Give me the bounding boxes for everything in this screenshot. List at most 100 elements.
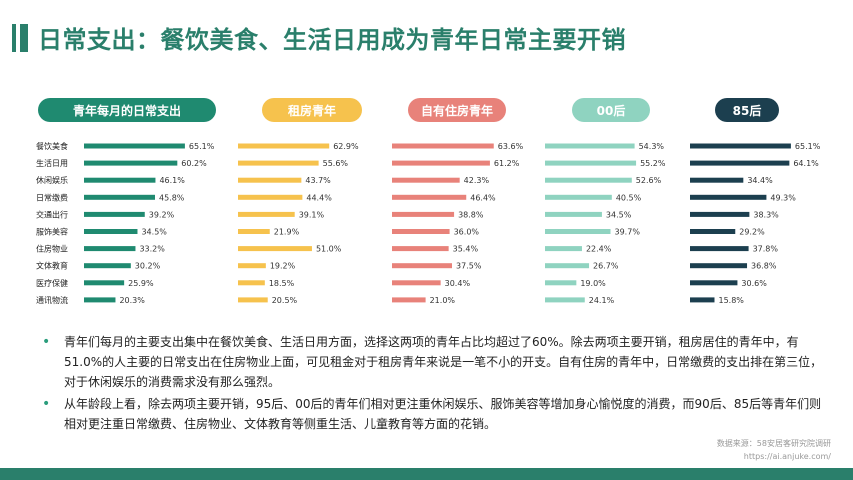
source-line: 数据来源：58安居客研究院调研 bbox=[716, 439, 831, 448]
category-label: 生活日用 bbox=[36, 158, 68, 168]
category-label: 医疗保健 bbox=[36, 278, 68, 288]
bar-value-label: 46.4% bbox=[470, 193, 496, 202]
page-title-bar: 日常支出：餐饮美食、生活日用成为青年日常主要开销 bbox=[12, 20, 626, 55]
category-label: 休闲娱乐 bbox=[36, 175, 68, 185]
bar-value-label: 40.5% bbox=[616, 193, 642, 202]
bar-value-label: 36.8% bbox=[751, 262, 777, 271]
bar bbox=[545, 246, 582, 252]
bar bbox=[392, 177, 460, 183]
bar-value-label: 60.2% bbox=[181, 159, 207, 168]
bar-value-label: 52.6% bbox=[636, 176, 662, 185]
bar-value-label: 65.1% bbox=[189, 142, 215, 151]
bar bbox=[238, 194, 303, 200]
bar-value-label: 51.0% bbox=[316, 245, 342, 254]
note-item: • 从年龄段上看，除去两项主要开销，95后、00后的青年们相对更注重休闲娱乐、服… bbox=[42, 394, 832, 434]
bar bbox=[690, 229, 736, 234]
bar-value-label: 37.5% bbox=[456, 262, 482, 271]
bar bbox=[545, 297, 585, 303]
bar-value-label: 44.4% bbox=[306, 193, 332, 202]
bar bbox=[238, 177, 302, 183]
bar bbox=[545, 160, 637, 166]
category-label: 日常缴费 bbox=[36, 192, 68, 202]
source-url: https://ai.anjuke.com/ bbox=[743, 452, 831, 461]
note-item: • 青年们每月的主要支出集中在餐饮美食、生活日用方面，选择这两项的青年占比均超过… bbox=[42, 332, 832, 392]
bar bbox=[392, 160, 490, 166]
bar bbox=[238, 143, 330, 149]
bar bbox=[690, 246, 749, 252]
bar bbox=[690, 211, 750, 217]
bar-value-label: 37.8% bbox=[753, 245, 779, 254]
bar-value-label: 35.4% bbox=[453, 245, 479, 254]
bar bbox=[238, 160, 319, 166]
bar-value-label: 34.5% bbox=[606, 210, 632, 219]
bar-value-label: 61.2% bbox=[494, 159, 520, 168]
bar bbox=[84, 229, 138, 234]
bar-value-label: 18.5% bbox=[269, 279, 295, 288]
bar bbox=[392, 297, 426, 303]
bar bbox=[238, 263, 266, 269]
bar-value-label: 39.2% bbox=[149, 210, 175, 219]
bar bbox=[545, 194, 612, 200]
category-label: 交通出行 bbox=[36, 209, 68, 219]
bar-value-label: 24.1% bbox=[589, 296, 615, 305]
bar-value-label: 21.0% bbox=[430, 296, 456, 305]
series-header-pill: 00后 bbox=[572, 98, 650, 122]
series-header-pill: 租房青年 bbox=[262, 98, 362, 122]
title-accent-bar bbox=[12, 23, 16, 52]
bar-value-label: 19.2% bbox=[270, 262, 296, 271]
bar-value-label: 19.0% bbox=[580, 279, 606, 288]
category-label: 住房物业 bbox=[36, 244, 68, 254]
bar bbox=[392, 263, 452, 269]
bar-value-label: 34.4% bbox=[747, 176, 773, 185]
note-text: 从年龄段上看，除去两项主要开销，95后、00后的青年们相对更注重休闲娱乐、服饰美… bbox=[64, 397, 822, 431]
bar-value-label: 22.4% bbox=[586, 245, 612, 254]
bar bbox=[392, 194, 467, 200]
bullet-icon: • bbox=[42, 334, 51, 350]
bar bbox=[545, 143, 635, 149]
bar-value-label: 39.7% bbox=[615, 228, 641, 237]
source-note: 数据来源：58安居客研究院调研 https://ai.anjuke.com/ bbox=[717, 437, 831, 463]
bar-value-label: 20.5% bbox=[272, 296, 298, 305]
bar bbox=[392, 246, 449, 252]
bar bbox=[690, 177, 744, 183]
bar-value-label: 42.3% bbox=[464, 176, 490, 185]
bar-value-label: 54.3% bbox=[639, 142, 665, 151]
bar bbox=[84, 177, 156, 183]
bar bbox=[238, 211, 295, 217]
bar bbox=[545, 177, 632, 183]
bar bbox=[84, 246, 136, 252]
bar bbox=[238, 246, 312, 252]
bar bbox=[84, 211, 145, 217]
bar bbox=[690, 280, 738, 286]
title-accent-bar bbox=[20, 23, 28, 52]
bar-value-label: 15.8% bbox=[718, 296, 744, 305]
bar bbox=[238, 297, 268, 303]
bar-value-label: 38.3% bbox=[753, 210, 779, 219]
bar bbox=[84, 160, 178, 166]
bar-value-label: 30.4% bbox=[445, 279, 471, 288]
bar-value-label: 30.2% bbox=[135, 262, 161, 271]
footer-bar bbox=[0, 468, 853, 480]
bar bbox=[545, 280, 577, 286]
page-title: 日常支出：餐饮美食、生活日用成为青年日常主要开销 bbox=[38, 26, 626, 54]
bar bbox=[690, 143, 791, 149]
bar bbox=[545, 211, 602, 217]
category-label: 服饰美容 bbox=[36, 227, 68, 237]
bar bbox=[545, 229, 611, 234]
bar bbox=[392, 280, 441, 286]
bar-value-label: 26.7% bbox=[593, 262, 619, 271]
bar bbox=[84, 280, 125, 286]
bar-value-label: 49.3% bbox=[770, 193, 796, 202]
bar-value-label: 46.1% bbox=[159, 176, 185, 185]
series-header-pill: 青年每月的日常支出 bbox=[38, 98, 216, 122]
bar bbox=[84, 194, 155, 200]
bar bbox=[392, 229, 450, 234]
notes: • 青年们每月的主要支出集中在餐饮美食、生活日用方面，选择这两项的青年占比均超过… bbox=[42, 332, 832, 436]
bar-value-label: 39.1% bbox=[299, 210, 325, 219]
bar bbox=[84, 297, 116, 303]
bar bbox=[84, 263, 131, 269]
bar-value-label: 29.2% bbox=[739, 228, 765, 237]
bar bbox=[238, 280, 265, 286]
bar bbox=[690, 297, 715, 303]
bar-value-label: 62.9% bbox=[333, 142, 359, 151]
